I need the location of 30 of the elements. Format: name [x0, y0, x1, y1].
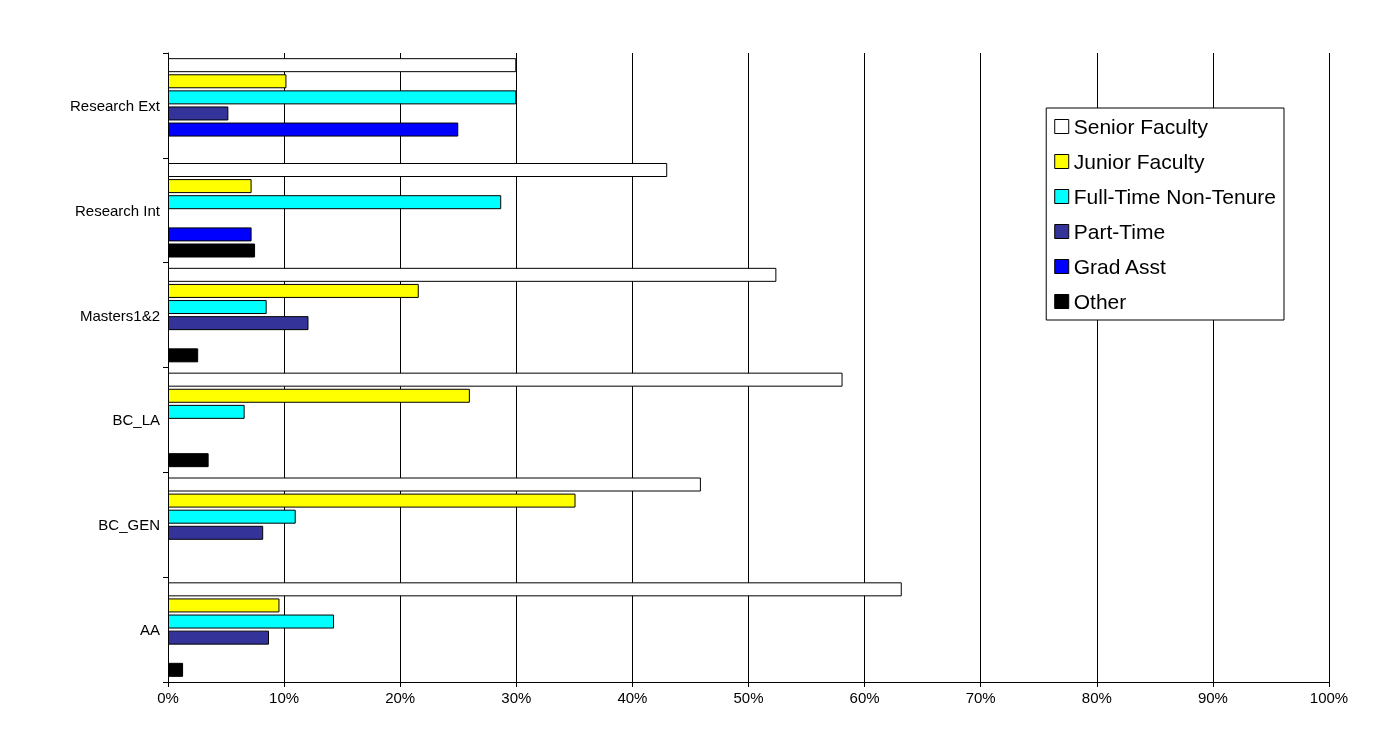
x-tick-label: 10% [269, 689, 300, 706]
y-tick-label: Masters1&2 [79, 306, 160, 324]
x-tick-label: 100% [1309, 689, 1349, 706]
y-tick-label: AA [139, 621, 160, 639]
x-tick-label: 0% [157, 689, 179, 706]
bar [168, 348, 199, 363]
y-tick-label: Research Ext [69, 96, 161, 114]
bar [168, 525, 264, 540]
legend-label: Junior Faculty [1073, 150, 1205, 173]
legend-label: Other [1073, 290, 1127, 313]
x-tick-label: 20% [385, 689, 416, 706]
legend-label: Grad Asst [1073, 255, 1167, 278]
bar [168, 179, 252, 194]
bar [168, 404, 245, 419]
x-tick-label: 70% [965, 689, 996, 706]
legend-label: Full-Time Non-Tenure [1073, 185, 1276, 208]
bar [168, 662, 184, 677]
x-tick-label: 30% [501, 689, 532, 706]
legend-label: Senior Faculty [1073, 115, 1209, 138]
legend-label: Part-Time [1073, 220, 1166, 243]
bar [168, 300, 267, 315]
x-tick-label: 90% [1197, 689, 1228, 706]
x-tick-label: 50% [733, 689, 764, 706]
y-tick-label: Research Int [74, 201, 161, 219]
x-tick-label: 40% [617, 689, 648, 706]
x-tick-label: 60% [849, 689, 880, 706]
x-tick-label: 80% [1081, 689, 1112, 706]
bar [168, 453, 209, 468]
y-tick-label: BC_LA [112, 411, 160, 429]
y-tick-label: BC_GEN [98, 516, 160, 534]
